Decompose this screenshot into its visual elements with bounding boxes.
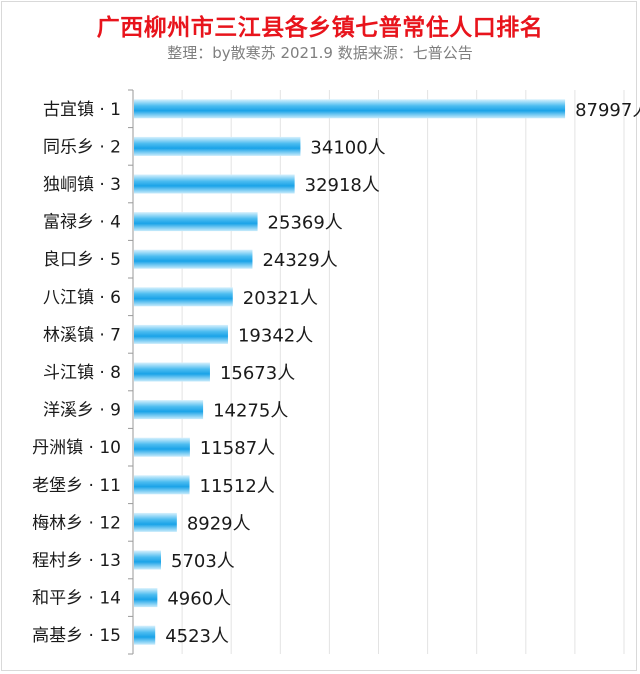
bar [134,174,295,194]
bar [134,212,258,232]
value-label: 20321人 [243,288,318,309]
value-label: 8929人 [187,513,251,534]
bar [134,324,228,344]
category-label: 丹洲镇 · 10 [32,438,121,458]
value-label: 32918人 [305,175,380,196]
bar [134,249,253,269]
value-label: 25369人 [268,213,343,234]
category-label: 高基乡 · 15 [32,626,121,646]
bar [134,287,233,307]
category-label: 良口乡 · 5 [43,250,121,270]
value-label: 19342人 [238,325,313,346]
value-label: 11587人 [200,438,275,459]
bar [134,437,190,457]
bars [134,99,566,645]
value-label: 15673人 [220,363,295,384]
chart-subtitle: 整理：by散寒苏 2021.9 数据来源：七普公告 [167,44,473,62]
category-label: 和平乡 · 14 [32,589,121,609]
bar [134,625,156,645]
category-label: 古宜镇 · 1 [43,100,121,120]
bar [134,512,177,532]
category-label: 梅林乡 · 12 [32,513,121,533]
value-label: 24329人 [262,250,337,271]
value-label: 4523人 [165,626,229,647]
category-label: 林溪镇 · 7 [43,325,121,345]
y-axis [128,89,134,655]
bar [134,475,190,495]
value-label: 34100人 [310,137,385,158]
bar [134,136,301,156]
value-labels: 87997人 34100人 32918人 25369人 24329人 20321人 1934… [165,100,640,647]
category-label: 斗江镇 · 8 [43,363,121,383]
category-label: 富禄乡 · 4 [43,213,121,233]
value-label: 4960人 [167,589,231,610]
value-label: 11512人 [200,476,275,497]
value-label: 14275人 [213,401,288,422]
category-label: 程村乡 · 13 [32,551,121,571]
category-label: 洋溪乡 · 9 [43,401,121,421]
category-label: 老堡乡 · 11 [32,476,121,496]
bar [134,362,210,382]
value-label: 5703人 [171,551,235,572]
chart-title: 广西柳州市三江县各乡镇七普常住人口排名 [96,15,544,41]
category-labels: 古宜镇 · 1 同乐乡 · 2 独峒镇 · 3 富禄乡 · 4 良口乡 · 5 八江镇 ·… [32,100,121,646]
bar [134,588,158,608]
category-label: 独峒镇 · 3 [43,175,121,195]
gridlines [181,90,625,654]
category-label: 同乐乡 · 2 [43,137,121,157]
bar [134,550,162,570]
bar [134,400,204,420]
value-label: 87997人 [575,100,640,121]
category-label: 八江镇 · 6 [43,288,121,308]
bar [134,99,566,119]
